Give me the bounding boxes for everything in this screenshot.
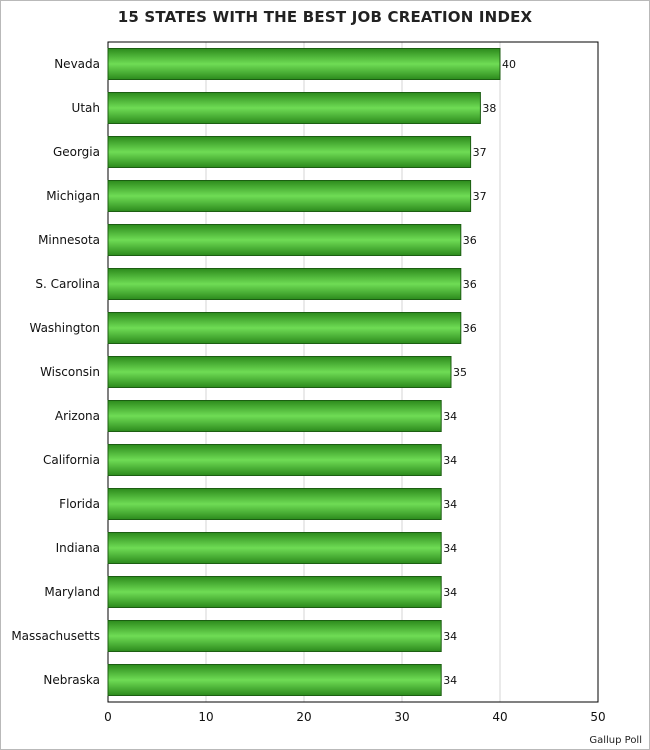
data-label: 34 <box>443 542 457 555</box>
bar <box>107 664 442 696</box>
category-label: Indiana <box>56 541 100 555</box>
x-tick-label: 40 <box>492 710 507 724</box>
category-label: Maryland <box>44 585 100 599</box>
category-label: Nebraska <box>43 673 100 687</box>
bar <box>107 400 442 432</box>
data-label: 34 <box>443 630 457 643</box>
x-tick-label: 0 <box>104 710 112 724</box>
chart-title: 15 STATES WITH THE BEST JOB CREATION IND… <box>117 8 533 26</box>
category-label: Nevada <box>54 57 100 71</box>
data-label: 37 <box>473 190 487 203</box>
data-label: 36 <box>463 278 477 291</box>
data-label: 34 <box>443 410 457 423</box>
category-label: Wisconsin <box>40 365 100 379</box>
data-label: 35 <box>453 366 467 379</box>
bar <box>107 48 501 80</box>
x-tick-label: 10 <box>198 710 213 724</box>
category-label: Minnesota <box>38 233 100 247</box>
bar <box>107 620 442 652</box>
x-tick-label: 30 <box>394 710 409 724</box>
bar <box>107 488 442 520</box>
source-note: Gallup Poll <box>589 735 642 746</box>
bar <box>107 92 481 124</box>
x-tick-label: 20 <box>296 710 311 724</box>
category-label: Florida <box>59 497 100 511</box>
bar <box>107 532 442 564</box>
x-tick-label: 50 <box>590 710 605 724</box>
data-label: 34 <box>443 454 457 467</box>
data-label: 36 <box>463 234 477 247</box>
category-label: California <box>43 453 100 467</box>
data-label: 34 <box>443 586 457 599</box>
bar <box>107 136 472 168</box>
category-label: Michigan <box>46 189 100 203</box>
data-label: 40 <box>502 58 516 71</box>
category-label: Massachusetts <box>11 629 100 643</box>
bar <box>107 268 462 300</box>
bar <box>107 444 442 476</box>
data-label: 37 <box>473 146 487 159</box>
data-label: 38 <box>482 102 496 115</box>
bar <box>107 312 462 344</box>
labels: Nevada 40 Utah 38 Georgia 37 Michigan 37 Minneso… <box>11 57 605 724</box>
category-label: S. Carolina <box>35 277 100 291</box>
data-label: 34 <box>443 498 457 511</box>
category-label: Georgia <box>53 145 100 159</box>
data-label: 36 <box>463 322 477 335</box>
bar <box>107 576 442 608</box>
category-label: Washington <box>29 321 100 335</box>
bar <box>107 180 472 212</box>
bar <box>107 224 462 256</box>
bars <box>107 48 501 696</box>
bar <box>107 356 452 388</box>
category-label: Arizona <box>55 409 100 423</box>
category-label: Utah <box>72 101 100 115</box>
data-label: 34 <box>443 674 457 687</box>
